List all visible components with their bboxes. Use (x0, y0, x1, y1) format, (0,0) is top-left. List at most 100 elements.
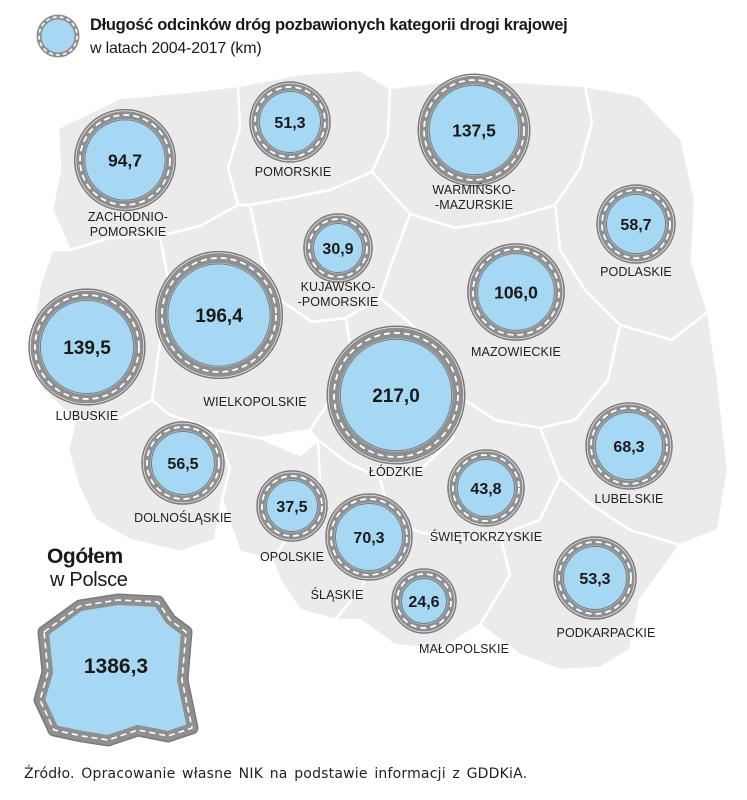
bubble-rim (141, 421, 225, 505)
bubble-dolnoslaskie: 56,5 (141, 421, 225, 505)
bubble-warminsko-mazurskie: 137,5 (417, 73, 531, 187)
bubble-inner-rim (39, 299, 135, 395)
total-value: 1386,3 (84, 655, 148, 678)
value-wielkopolskie: 196,4 (195, 306, 243, 327)
bubble-rim (467, 243, 565, 341)
legend-title: Długość odcinków dróg pozbawionych kateg… (90, 16, 568, 34)
bubble-rim (325, 493, 413, 581)
label-pomorskie: POMORSKIE (255, 165, 332, 179)
value-lodzkie: 217,0 (372, 386, 420, 407)
label-lodzkie: ŁÓDZKIE (369, 464, 423, 479)
bubble-inner-rim (477, 253, 555, 331)
bubble-inner-rim (606, 194, 666, 254)
bubble-inner-rim (259, 91, 321, 153)
region-bubbles: 94,7 51,3 137,5 58,7 30,9 139,5 196,4 106,0 217,… (28, 73, 676, 634)
bubble-rim (303, 213, 373, 283)
total-subtitle: w Polsce (50, 569, 128, 591)
bubble-rim (249, 81, 331, 163)
source-note: Źródło. Opracowanie własne NIK na podsta… (24, 766, 528, 782)
value-dolnoslaskie: 56,5 (167, 456, 198, 473)
bubble-lubuskie: 139,5 (28, 288, 146, 406)
lane-marking (34, 294, 140, 400)
bubble-inner-rim (563, 546, 627, 610)
bubble-rim (154, 250, 284, 380)
bubble-rim (447, 449, 525, 527)
bubble-inner-rim (313, 223, 363, 273)
road-circle-icon (36, 14, 80, 58)
lane-marking (423, 79, 525, 181)
total-lane-marking (39, 599, 193, 741)
bubble-rim (28, 288, 146, 406)
lane-marking (261, 475, 323, 537)
bubble-inner-rim (335, 503, 403, 571)
legend: Długość odcinków dróg pozbawionych kateg… (36, 8, 596, 60)
bubble-inner-rim (151, 431, 215, 495)
bubble-podlaskie: 58,7 (596, 184, 676, 264)
bubble-inner-rim (401, 578, 447, 624)
label-lubuskie: LUBUSKIE (56, 409, 119, 423)
value-opolskie: 37,5 (276, 499, 307, 516)
bubble-lubelskie: 68,3 (585, 402, 673, 490)
lane-marking (146, 426, 220, 500)
region-labels: ZACHODNIO-POMORSKIE POMORSKIE WARMIŃSKO--M… (56, 165, 672, 656)
bubble-zachodniopomorskie: 94,7 (73, 108, 177, 212)
bubble-inner-rim (167, 263, 271, 367)
bubble-opolskie: 37,5 (256, 470, 328, 542)
label-podkarpackie: PODKARPACKIE (557, 626, 656, 640)
value-slaskie: 70,3 (353, 530, 384, 547)
label-podlaskie: PODLASKIE (600, 265, 672, 279)
value-warminsko-mazurskie: 137,5 (452, 120, 496, 140)
lane-marking (161, 257, 277, 373)
label-slaskie: ŚLĄSKIE (311, 587, 364, 602)
value-malopolskie: 24,6 (408, 594, 439, 611)
label-wielkopolskie: WIELKOPOLSKIE (203, 395, 306, 409)
label-dolnoslaskie: DOLNOŚLĄSKIE (134, 510, 232, 525)
bubble-slaskie: 70,3 (325, 493, 413, 581)
poland-total-shape: 1386,3 (33, 593, 199, 747)
lane-marking (79, 114, 171, 206)
bubble-rim (417, 73, 531, 187)
value-podlaskie: 58,7 (620, 217, 651, 234)
bubble-lodzkie: 217,0 (326, 325, 466, 465)
legend-subtitle: w latach 2004-2017 (km) (90, 40, 262, 57)
value-kujawsko-pomorskie: 30,9 (322, 241, 353, 258)
lane-marking (308, 218, 368, 278)
bubble-inner-rim (339, 338, 453, 452)
value-zachodniopomorskie: 94,7 (108, 150, 142, 170)
bubble-inner-rim (457, 459, 515, 517)
lane-marking (254, 86, 326, 158)
bubble-inner-rim (84, 119, 166, 201)
value-podkarpackie: 53,3 (579, 571, 610, 588)
bubble-rim (391, 568, 457, 634)
total-title: Ogółem (47, 545, 123, 568)
label-swietokrzyskie: ŚWIĘTOKRZYSKIE (430, 529, 542, 544)
value-lubelskie: 68,3 (613, 439, 644, 456)
lane-marking (330, 498, 408, 576)
value-mazowieckie: 106,0 (494, 282, 538, 302)
label-opolskie: OPOLSKIE (260, 550, 324, 564)
lane-marking (452, 454, 520, 522)
value-lubuskie: 139,5 (63, 338, 111, 359)
bubble-rim (553, 536, 637, 620)
label-malopolskie: MAŁOPOLSKIE (419, 642, 509, 656)
lane-marking (396, 573, 452, 629)
bubble-rim (73, 108, 177, 212)
label-mazowieckie: MAZOWIECKIE (471, 345, 561, 359)
label-kujawsko-pomorskie: KUJAWSKO--POMORSKIE (298, 280, 379, 309)
value-pomorskie: 51,3 (274, 115, 305, 132)
bubble-rim (585, 402, 673, 490)
lane-marking (472, 248, 560, 336)
lane-marking (590, 407, 668, 485)
bubble-podkarpackie: 53,3 (553, 536, 637, 620)
label-zachodniopomorskie: ZACHODNIO-POMORSKIE (88, 210, 168, 239)
lane-marking (601, 189, 671, 259)
bubble-rim (256, 470, 328, 542)
bubble-inner-rim (595, 412, 663, 480)
bubble-rim (596, 184, 676, 264)
bubble-wielkopolskie: 196,4 (154, 250, 284, 380)
value-swietokrzyskie: 43,8 (470, 481, 501, 498)
lane-marking (558, 541, 632, 615)
bubble-pomorskie: 51,3 (249, 81, 331, 163)
bubble-mazowieckie: 106,0 (467, 243, 565, 341)
